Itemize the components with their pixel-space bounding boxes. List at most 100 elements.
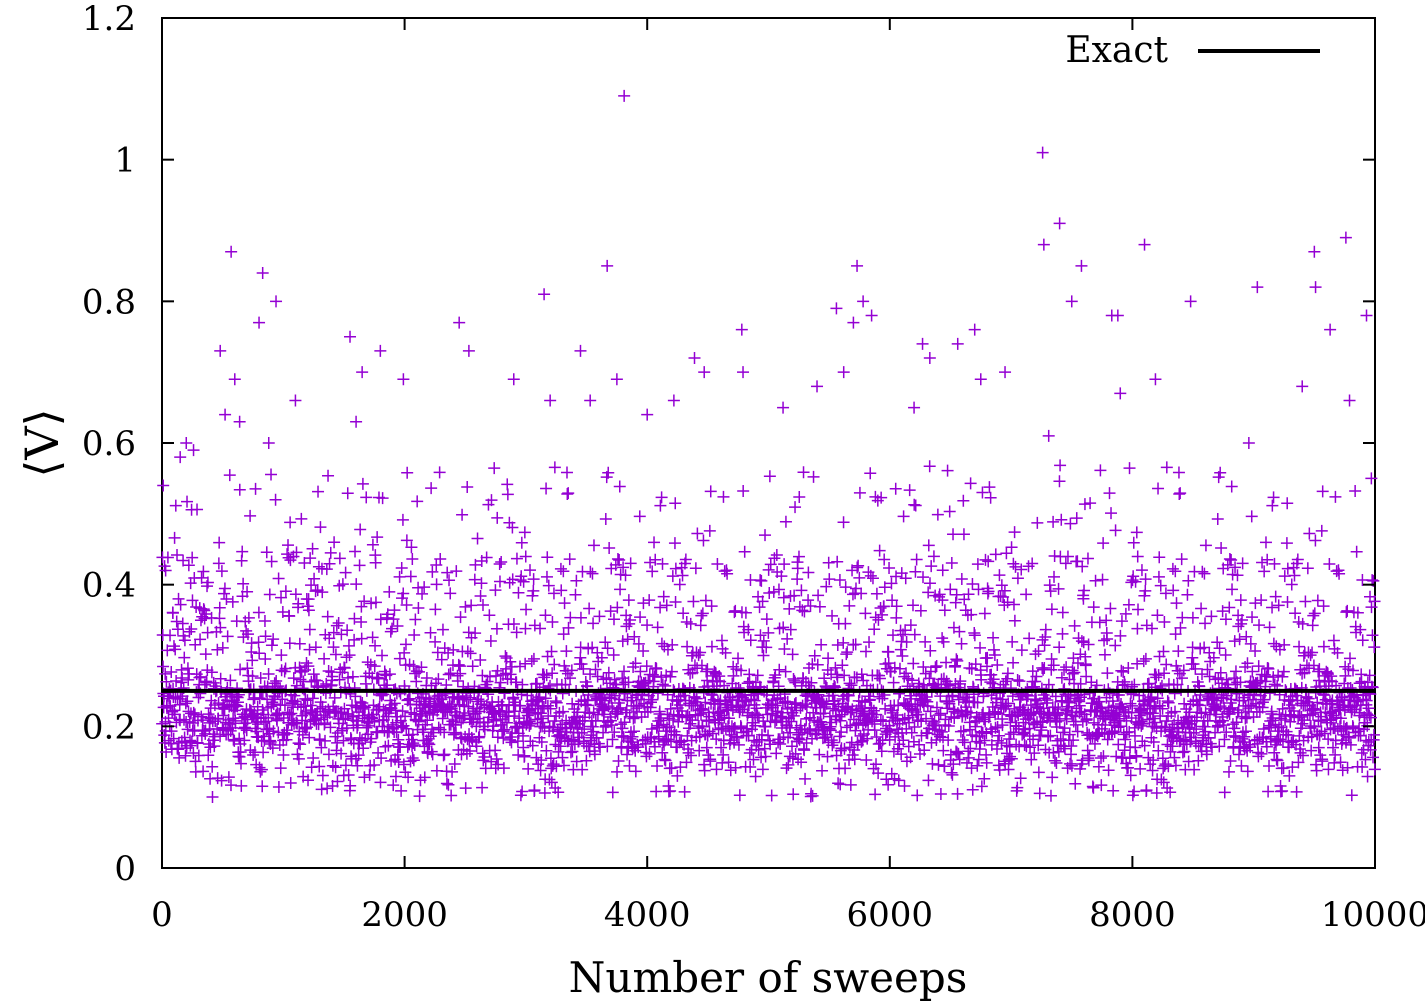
data-point xyxy=(1155,773,1168,786)
data-point xyxy=(389,770,402,783)
data-point xyxy=(1130,526,1143,539)
data-point xyxy=(493,575,506,588)
data-point xyxy=(849,638,862,651)
data-point xyxy=(561,487,574,500)
data-point xyxy=(483,670,496,683)
data-point xyxy=(240,724,253,737)
data-point xyxy=(464,647,477,660)
data-point xyxy=(1119,705,1132,718)
data-point xyxy=(409,613,422,626)
data-point xyxy=(1266,601,1279,614)
data-point xyxy=(791,573,804,586)
data-point xyxy=(1309,281,1322,294)
data-point xyxy=(865,309,878,322)
data-point xyxy=(1156,702,1169,715)
data-point xyxy=(1365,601,1378,614)
data-point xyxy=(695,702,708,715)
data-point xyxy=(1324,323,1337,336)
data-point xyxy=(879,702,892,715)
data-point xyxy=(309,641,322,654)
data-point xyxy=(1265,705,1278,718)
data-point xyxy=(704,755,717,768)
data-point xyxy=(793,490,806,503)
data-point xyxy=(779,665,792,678)
data-point xyxy=(883,724,896,737)
data-point xyxy=(545,776,558,789)
data-point xyxy=(522,762,535,775)
data-point xyxy=(1073,699,1086,712)
data-point xyxy=(1176,611,1189,624)
data-point xyxy=(372,672,385,685)
data-point xyxy=(1056,606,1069,619)
data-point xyxy=(1211,513,1224,526)
data-point xyxy=(534,764,547,777)
data-point xyxy=(172,592,185,605)
data-point xyxy=(975,780,988,793)
data-point xyxy=(744,761,757,774)
data-point xyxy=(778,558,791,571)
data-point xyxy=(844,778,857,791)
data-point xyxy=(982,555,995,568)
data-point xyxy=(850,718,863,731)
data-point xyxy=(896,713,909,726)
data-point xyxy=(407,754,420,767)
data-point xyxy=(784,623,797,636)
data-point xyxy=(643,747,656,760)
data-point xyxy=(751,669,764,682)
data-point xyxy=(1069,718,1082,731)
data-point xyxy=(479,762,492,775)
data-point xyxy=(1131,622,1144,635)
data-point xyxy=(471,532,484,545)
data-point xyxy=(859,607,872,620)
data-point xyxy=(945,766,958,779)
data-point xyxy=(525,655,538,668)
data-point xyxy=(1308,720,1321,733)
data-point xyxy=(384,625,397,638)
data-point xyxy=(189,638,202,651)
data-point xyxy=(255,763,268,776)
data-point xyxy=(777,401,790,414)
data-point xyxy=(1031,516,1044,529)
data-point xyxy=(549,695,562,708)
data-point xyxy=(247,693,260,706)
data-point xyxy=(326,759,339,772)
data-point xyxy=(893,662,906,675)
data-point xyxy=(935,725,948,738)
data-point xyxy=(375,752,388,765)
data-point xyxy=(306,542,319,555)
data-point xyxy=(216,641,229,654)
data-point xyxy=(1327,741,1339,754)
data-point xyxy=(691,662,704,675)
data-point xyxy=(333,673,346,686)
data-point xyxy=(1322,733,1335,746)
data-point xyxy=(1169,705,1182,718)
data-point xyxy=(632,637,645,650)
data-point xyxy=(448,758,461,771)
data-point xyxy=(896,649,909,662)
data-point xyxy=(999,366,1012,379)
data-point xyxy=(584,565,597,578)
data-point xyxy=(972,583,985,596)
data-point xyxy=(877,600,890,613)
data-point xyxy=(554,562,567,575)
data-point xyxy=(1064,517,1077,530)
data-point xyxy=(181,695,194,708)
data-point xyxy=(715,709,728,722)
data-point xyxy=(937,635,950,648)
data-point xyxy=(656,557,669,570)
data-point xyxy=(1139,573,1152,586)
data-point xyxy=(374,776,387,789)
data-point xyxy=(1292,756,1305,769)
data-point xyxy=(929,661,942,674)
data-point xyxy=(523,564,536,577)
data-point xyxy=(241,628,254,641)
data-point xyxy=(473,730,486,743)
data-point xyxy=(737,366,750,379)
data-point xyxy=(1232,620,1245,633)
data-point xyxy=(312,485,325,498)
data-point xyxy=(302,660,315,673)
data-point xyxy=(421,714,434,727)
data-point xyxy=(400,534,413,547)
data-point xyxy=(245,637,258,650)
data-point xyxy=(1095,751,1108,764)
